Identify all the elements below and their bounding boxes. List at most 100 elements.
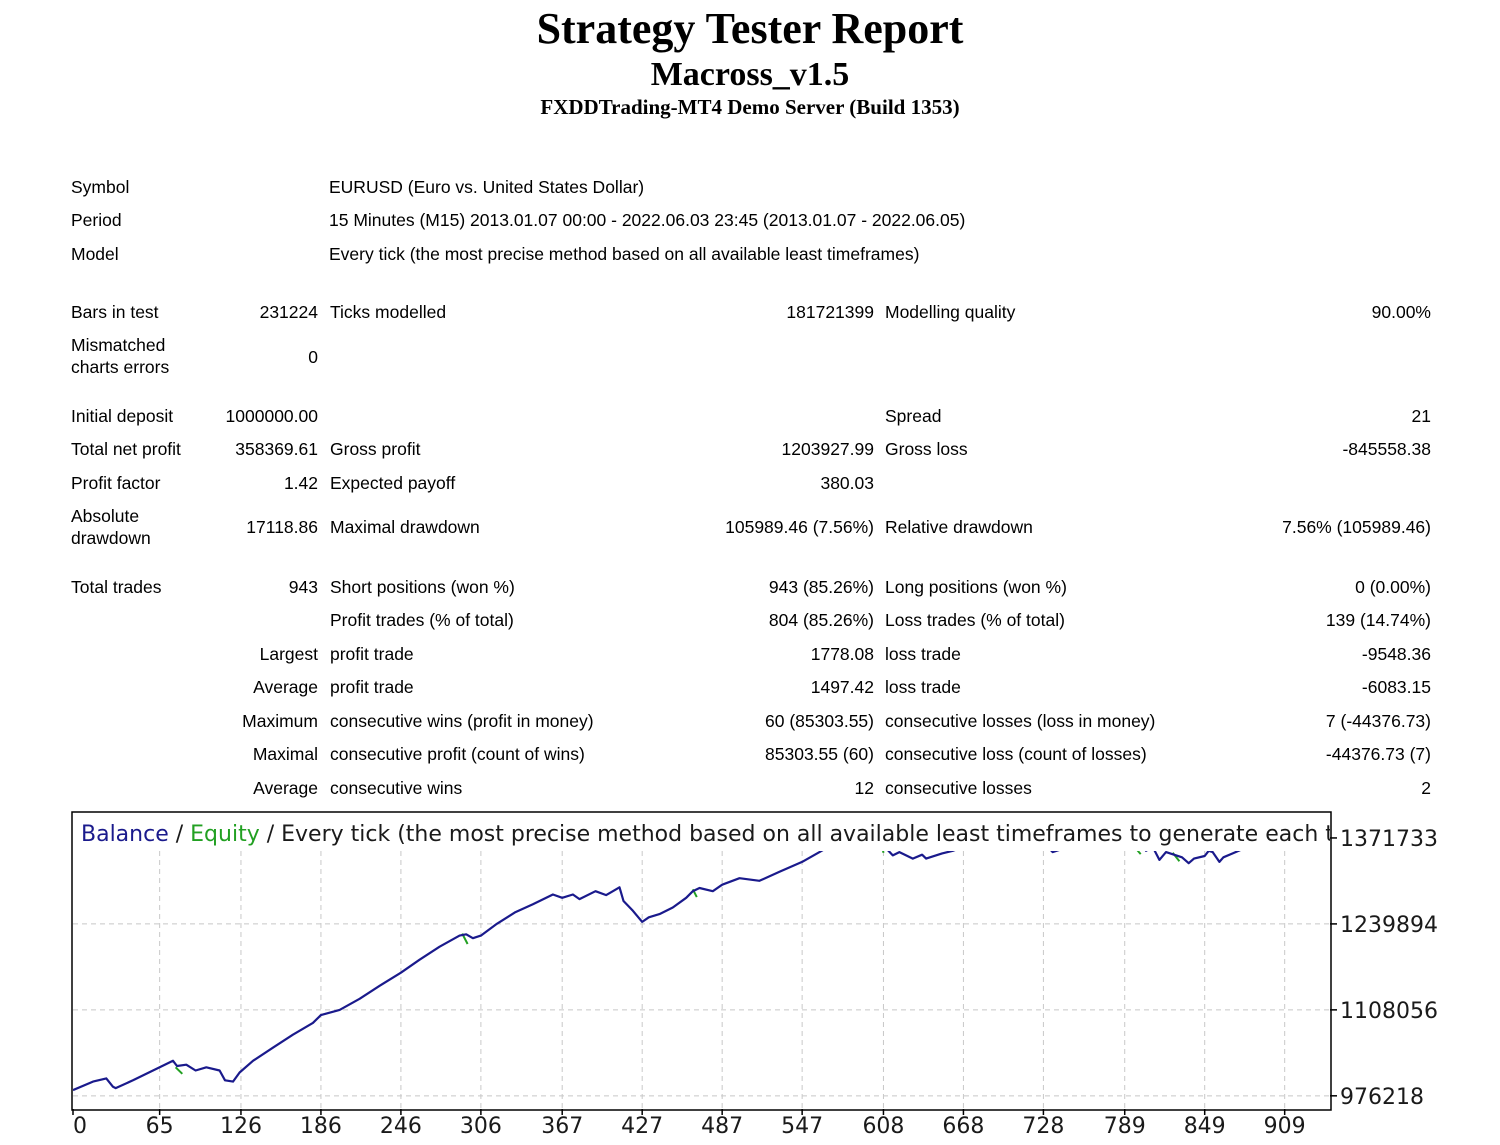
x-tick-label: 487 (701, 1114, 743, 1139)
bars-value: 231224 (259, 302, 318, 322)
report-title: Strategy Tester Report (536, 4, 964, 53)
maximal-consecutive-profit-value: 85303.55 (60) (765, 744, 874, 764)
chart-grid (73, 837, 1330, 1109)
x-tick-label: 246 (380, 1114, 422, 1139)
profit-factor-label: Profit factor (71, 473, 161, 493)
quality-value: 90.00% (1371, 302, 1431, 322)
period-value: 15 Minutes (M15) 2013.01.07 00:00 - 2022… (329, 210, 966, 230)
average-consecutive-losses-value: 2 (1421, 778, 1431, 798)
x-tick-label: 849 (1184, 1114, 1226, 1139)
server-name: FXDDTrading-MT4 Demo Server (Build 1353) (540, 95, 960, 119)
net-profit-value: 358369.61 (235, 439, 318, 459)
period-label: Period (71, 210, 122, 230)
long-positions-value: 0 (0.00%) (1355, 577, 1431, 597)
x-tick-label: 668 (942, 1114, 984, 1139)
average-profit-value: 1497.42 (810, 677, 874, 697)
average-consecutive-label: Average (253, 778, 318, 798)
average-profit-label: profit trade (330, 677, 414, 697)
max-consecutive-losses-label: consecutive losses (loss in money) (885, 711, 1156, 731)
legend-equity: Equity (190, 822, 260, 847)
x-tick-label: 608 (862, 1114, 904, 1139)
average-loss-label: loss trade (885, 677, 961, 697)
deposit-value: 1000000.00 (225, 406, 318, 426)
x-tick-label: 126 (220, 1114, 262, 1139)
chart-frame (71, 811, 1332, 1111)
loss-trades-label: Loss trades (% of total) (885, 610, 1065, 630)
expected-payoff-label: Expected payoff (330, 473, 456, 493)
y-tick-label: 976218 (1340, 1085, 1424, 1110)
largest-loss-value: -9548.36 (1361, 644, 1431, 664)
balance-line (73, 819, 1330, 1092)
x-tick-label: 547 (781, 1114, 823, 1139)
ticks-label: Ticks modelled (330, 302, 447, 322)
max-consecutive-losses-value: 7 (-44376.73) (1325, 711, 1431, 731)
gross-loss-value: -845558.38 (1342, 439, 1431, 459)
chart-legend: Balance / Equity / Every tick (the most … (81, 822, 1444, 847)
short-positions-value: 943 (85.26%) (768, 577, 874, 597)
x-tick-label: 789 (1104, 1114, 1146, 1139)
x-tick-label: 65 (146, 1114, 174, 1139)
spread-label: Spread (885, 406, 942, 426)
average-consecutive-wins-value: 12 (854, 778, 874, 798)
gross-profit-value: 1203927.99 (781, 439, 874, 459)
maximal-consecutive-profit-label: consecutive profit (count of wins) (330, 744, 585, 764)
x-tick-label: 728 (1022, 1114, 1064, 1139)
average-label: Average (253, 677, 318, 697)
absolute-drawdown-label-line2: drawdown (71, 528, 151, 548)
profit-trades-value: 804 (85.26%) (768, 610, 874, 630)
mismatch-label-line2: charts errors (71, 357, 170, 377)
relative-drawdown-label: Relative drawdown (885, 517, 1033, 537)
gross-loss-label: Gross loss (885, 439, 968, 459)
legend-balance: Balance (81, 822, 169, 847)
total-trades-value: 943 (288, 577, 318, 597)
expected-payoff-value: 380.03 (820, 473, 874, 493)
x-tick-label: 367 (541, 1114, 583, 1139)
profit-factor-value: 1.42 (283, 473, 318, 493)
maximal-label: Maximal (252, 744, 318, 764)
y-tick-label: 1371733 (1340, 827, 1438, 852)
maximum-label: Maximum (242, 711, 318, 731)
largest-profit-label: profit trade (330, 644, 414, 664)
short-positions-label: Short positions (won %) (330, 577, 515, 597)
largest-label: Largest (259, 644, 318, 664)
legend-separator: / (169, 822, 190, 847)
model-label: Model (71, 244, 119, 264)
relative-drawdown-value: 7.56% (105989.46) (1282, 517, 1431, 537)
maximal-drawdown-value: 105989.46 (7.56%) (725, 517, 874, 537)
average-loss-value: -6083.15 (1361, 677, 1431, 697)
balance-equity-chart: Balance / Equity / Every tick (the most … (71, 811, 1444, 1139)
spread-value: 21 (1411, 406, 1431, 426)
quality-label: Modelling quality (885, 302, 1016, 322)
loss-trades-value: 139 (14.74%) (1325, 610, 1431, 630)
absolute-drawdown-label-line1: Absolute (71, 506, 140, 526)
y-axis-ticks: 1371733 1239894 1108056 976218 (1330, 827, 1438, 1110)
x-tick-label: 306 (460, 1114, 502, 1139)
average-consecutive-wins-label: consecutive wins (330, 778, 463, 798)
expert-advisor-name: Macross_v1.5 (650, 56, 850, 93)
symbol-value: EURUSD (Euro vs. United States Dollar) (329, 177, 645, 197)
y-tick-label: 1108056 (1340, 999, 1438, 1024)
mismatch-label-line1: Mismatched (71, 335, 166, 355)
x-tick-label: 427 (621, 1114, 663, 1139)
largest-loss-label: loss trade (885, 644, 961, 664)
gross-profit-label: Gross profit (330, 439, 421, 459)
x-tick-label: 186 (300, 1114, 342, 1139)
maximal-drawdown-label: Maximal drawdown (330, 517, 480, 537)
ticks-value: 181721399 (786, 302, 874, 322)
average-consecutive-losses-label: consecutive losses (885, 778, 1032, 798)
absolute-drawdown-value: 17118.86 (246, 517, 318, 537)
long-positions-label: Long positions (won %) (885, 577, 1067, 597)
equity-line (174, 822, 1181, 1075)
y-tick-label: 1239894 (1340, 913, 1438, 938)
x-axis-ticks: 0 65 126 186 246 306 367 427 487 547 608 668 728 789 8… (72, 1109, 1306, 1139)
x-tick-label: 909 (1264, 1114, 1306, 1139)
model-value: Every tick (the most precise method base… (329, 244, 920, 264)
largest-profit-value: 1778.08 (810, 644, 874, 664)
total-trades-label: Total trades (71, 577, 162, 597)
maximal-consecutive-loss-label: consecutive loss (count of losses) (885, 744, 1147, 764)
mismatch-value: 0 (308, 347, 318, 367)
x-tick-label: 0 (73, 1114, 87, 1139)
bars-label: Bars in test (71, 302, 159, 322)
legend-description: / Every tick (the most precise method ba… (260, 822, 1444, 847)
max-consecutive-wins-label: consecutive wins (profit in money) (330, 711, 594, 731)
